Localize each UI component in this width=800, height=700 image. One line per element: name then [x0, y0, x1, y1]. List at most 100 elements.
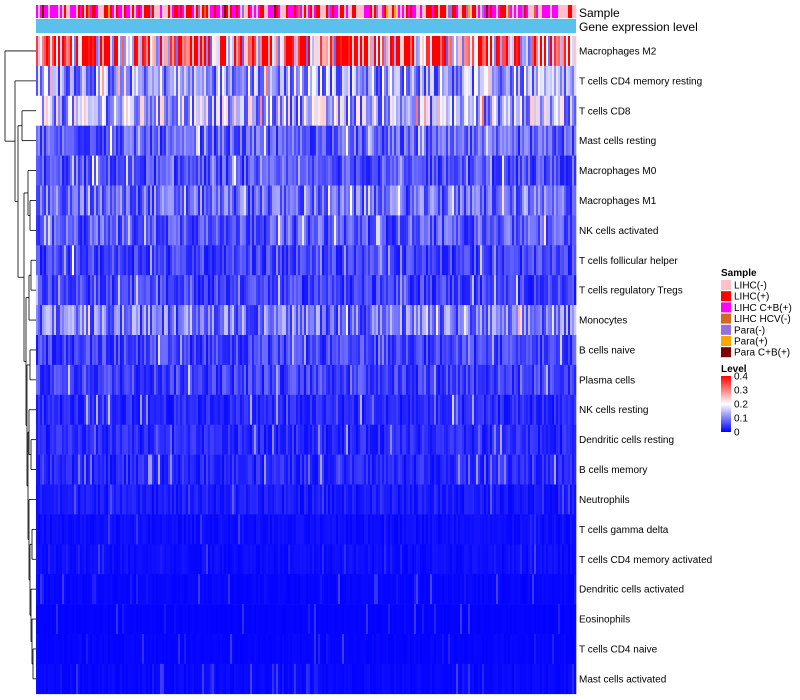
heatmap-cell	[70, 454, 73, 485]
heatmap-cell	[264, 185, 267, 216]
heatmap-cell	[338, 394, 341, 425]
heatmap-cell	[180, 305, 183, 336]
sample-annotation-cell	[554, 5, 557, 18]
heatmap-cell	[324, 514, 327, 545]
heatmap-cell	[86, 305, 89, 336]
heatmap-cell	[278, 36, 281, 67]
heatmap-cell	[210, 335, 213, 366]
heatmap-cell	[52, 484, 55, 515]
heatmap-cell	[98, 245, 101, 276]
heatmap-cell	[278, 275, 281, 306]
heatmap-cell	[44, 544, 47, 575]
heatmap-cell	[224, 454, 227, 485]
heatmap-cell	[190, 36, 193, 67]
heatmap-cell	[324, 36, 327, 67]
heatmap-cell	[494, 125, 497, 156]
sample-annotation-cell	[562, 5, 565, 18]
heatmap-cell	[288, 125, 291, 156]
heatmap-cell	[122, 335, 125, 366]
heatmap-cell	[66, 484, 69, 515]
heatmap-cell	[284, 125, 287, 156]
heatmap-row	[36, 155, 577, 186]
heatmap-cell	[140, 514, 143, 545]
heatmap-cell	[156, 484, 159, 515]
heatmap-cell	[530, 364, 533, 396]
heatmap-cell	[444, 335, 447, 366]
sample-annotation-cell	[556, 5, 559, 18]
heatmap-cell	[312, 394, 315, 425]
heatmap-cell	[326, 245, 329, 276]
heatmap-cell	[200, 155, 203, 186]
sample-annotation-cell	[574, 5, 577, 18]
heatmap-cell	[348, 514, 351, 545]
heatmap-cell	[320, 125, 323, 156]
heatmap-cell	[98, 65, 101, 97]
heatmap-cell	[388, 335, 391, 366]
sample-annotation-cell	[58, 5, 61, 18]
heatmap-cell	[526, 335, 529, 366]
sample-annotation-cell	[290, 5, 293, 18]
heatmap-cell	[114, 245, 117, 276]
heatmap-cell	[490, 484, 493, 515]
heatmap-cell	[548, 245, 551, 276]
heatmap-cell	[190, 95, 193, 126]
heatmap-cell	[494, 275, 497, 306]
heatmap-cell	[508, 65, 511, 97]
heatmap-cell	[124, 424, 127, 455]
heatmap-cell	[258, 275, 261, 306]
heatmap-cell	[478, 394, 481, 425]
heatmap-cell	[398, 185, 401, 216]
heatmap-cell	[114, 424, 117, 455]
heatmap-cell	[154, 215, 157, 246]
heatmap-cell	[146, 125, 149, 156]
heatmap-cell	[534, 484, 537, 515]
heatmap-cell	[458, 335, 461, 366]
sample-annotation-cell	[62, 5, 65, 18]
heatmap-cell	[522, 305, 525, 336]
heatmap-cell	[220, 185, 223, 216]
heatmap-cell	[214, 514, 217, 545]
heatmap-cell	[284, 245, 287, 276]
sample-annotation-cell	[110, 5, 113, 18]
heatmap-cell	[304, 335, 307, 366]
heatmap-cell	[388, 95, 391, 126]
heatmap-cell	[98, 305, 101, 336]
heatmap-cell	[282, 36, 285, 67]
heatmap-cell	[266, 36, 269, 67]
heatmap-cell	[408, 394, 411, 425]
heatmap-cell	[194, 155, 197, 186]
sample-annotation-cell	[490, 5, 493, 18]
heatmap-cell	[520, 185, 523, 216]
heatmap-cell	[262, 155, 265, 186]
heatmap-cell	[58, 305, 61, 336]
heatmap-cell	[242, 125, 245, 156]
heatmap-cell	[202, 185, 205, 216]
heatmap-cell	[42, 484, 45, 515]
heatmap-cell	[370, 36, 373, 67]
sample-annotation-cell	[164, 5, 167, 18]
heatmap-cell	[120, 275, 123, 306]
heatmap-cell	[536, 394, 539, 425]
heatmap-cell	[482, 245, 485, 276]
heatmap-cell	[532, 155, 535, 186]
heatmap-cell	[80, 215, 83, 246]
heatmap-cell	[290, 484, 293, 515]
heatmap-cell	[560, 155, 563, 186]
sample-annotation-cell	[338, 5, 341, 18]
heatmap-cell	[452, 36, 455, 67]
heatmap-cell	[232, 394, 235, 425]
heatmap-cell	[572, 185, 575, 216]
heatmap-cell	[246, 335, 249, 366]
heatmap-cell	[560, 65, 563, 97]
heatmap-cell	[518, 394, 521, 425]
heatmap-cell	[74, 185, 77, 216]
heatmap-cell	[130, 335, 133, 366]
heatmap-cell	[336, 95, 339, 126]
heatmap-cell	[142, 335, 145, 366]
heatmap-cell	[194, 275, 197, 306]
heatmap-cell	[268, 275, 271, 306]
sample-annotation-cell	[50, 5, 53, 18]
heatmap-cell	[186, 215, 189, 246]
heatmap-cell	[376, 305, 379, 336]
heatmap-cell	[514, 454, 517, 485]
